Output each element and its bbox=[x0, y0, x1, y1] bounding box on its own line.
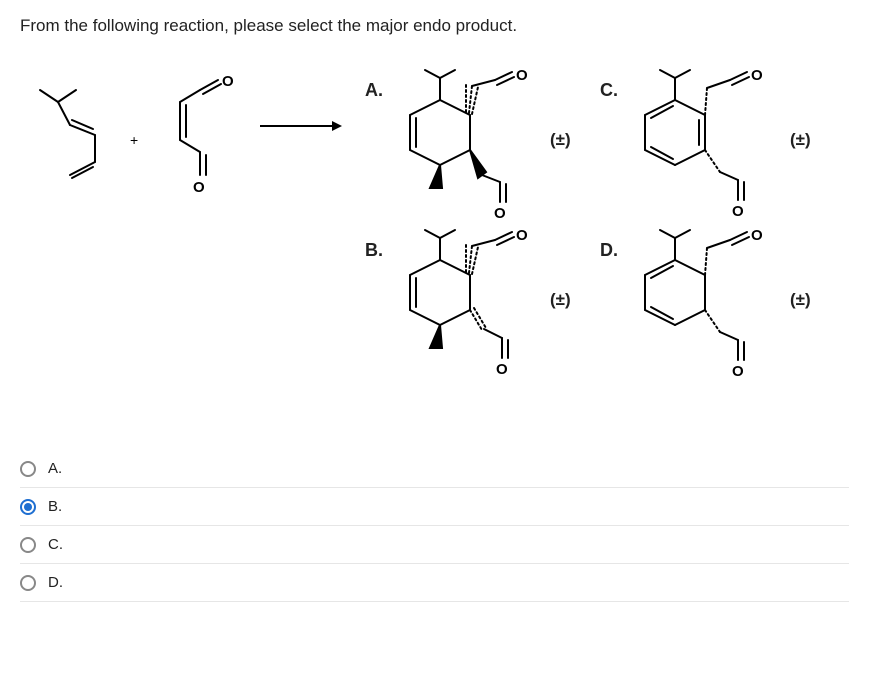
radio-d[interactable] bbox=[20, 575, 36, 591]
structure-b: O O bbox=[390, 230, 550, 380]
svg-text:O: O bbox=[222, 73, 234, 90]
svg-text:O: O bbox=[496, 361, 508, 378]
reactants-structure: + O O bbox=[30, 80, 250, 230]
choice-label-b: B. bbox=[365, 240, 383, 261]
choice-label-d: D. bbox=[600, 240, 618, 261]
choice-label-c: C. bbox=[600, 80, 618, 101]
radio-c[interactable] bbox=[20, 537, 36, 553]
option-label-d: D. bbox=[48, 574, 63, 591]
svg-text:O: O bbox=[193, 179, 205, 196]
option-c[interactable]: C. bbox=[20, 526, 849, 564]
option-a[interactable]: A. bbox=[20, 450, 849, 488]
svg-text:O: O bbox=[494, 205, 506, 222]
stereo-a: (±) bbox=[550, 130, 571, 150]
svg-text:O: O bbox=[751, 67, 763, 84]
choice-label-a: A. bbox=[365, 80, 383, 101]
svg-text:O: O bbox=[516, 67, 528, 84]
stereo-d: (±) bbox=[790, 290, 811, 310]
svg-text:O: O bbox=[751, 227, 763, 244]
radio-b[interactable] bbox=[20, 499, 36, 515]
option-b[interactable]: B. bbox=[20, 488, 849, 526]
option-d[interactable]: D. bbox=[20, 564, 849, 602]
option-label-a: A. bbox=[48, 460, 62, 477]
reaction-arrow bbox=[260, 125, 340, 127]
question-text: From the following reaction, please sele… bbox=[20, 16, 849, 36]
svg-text:O: O bbox=[516, 227, 528, 244]
structure-a: O O bbox=[390, 70, 550, 220]
stereo-c: (±) bbox=[790, 130, 811, 150]
reaction-diagram: + O O A. bbox=[20, 60, 849, 420]
svg-text:O: O bbox=[732, 363, 744, 380]
svg-text:O: O bbox=[732, 203, 744, 220]
stereo-b: (±) bbox=[550, 290, 571, 310]
answer-options: A. B. C. D. bbox=[20, 450, 849, 602]
structure-d: O O bbox=[625, 230, 785, 380]
svg-text:+: + bbox=[130, 132, 138, 148]
option-label-b: B. bbox=[48, 498, 62, 515]
radio-a[interactable] bbox=[20, 461, 36, 477]
structure-c: O O bbox=[625, 70, 785, 220]
option-label-c: C. bbox=[48, 536, 63, 553]
